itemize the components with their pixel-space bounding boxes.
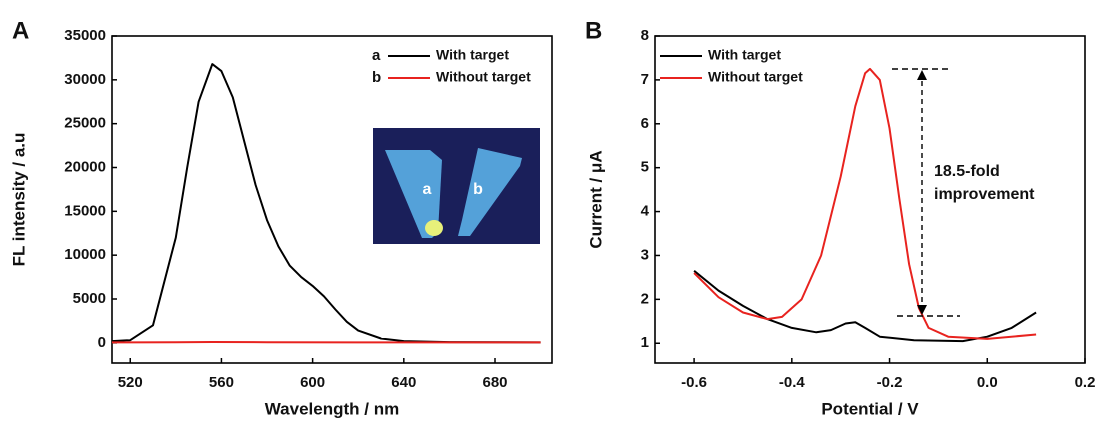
x-tick-label: -0.2 xyxy=(877,374,903,391)
x-tick-label: 520 xyxy=(118,374,143,391)
y-axis-label: FL intensity / a.u xyxy=(9,133,28,267)
panel-label: A xyxy=(12,17,29,44)
tube-tip xyxy=(425,220,443,236)
x-tick-label: -0.4 xyxy=(779,374,806,391)
y-tick-label: 0 xyxy=(98,334,106,351)
y-tick-label: 3 xyxy=(641,246,649,263)
legend-label: With target xyxy=(436,47,509,63)
x-tick-label: 680 xyxy=(482,374,507,391)
y-tick-label: 30000 xyxy=(64,71,106,88)
x-tick-label: 560 xyxy=(209,374,234,391)
data-line xyxy=(693,270,1037,343)
inset-label: b xyxy=(473,181,483,198)
legend-letter: b xyxy=(372,69,381,86)
y-axis-label: Current / μA xyxy=(586,150,605,248)
y-tick-label: 1 xyxy=(641,334,649,351)
x-tick-label: 600 xyxy=(300,374,325,391)
panel-label: B xyxy=(585,17,602,44)
y-tick-label: 25000 xyxy=(64,115,106,132)
legend-label: Without target xyxy=(708,69,803,85)
y-tick-label: 7 xyxy=(641,71,649,88)
x-tick-label: 0.0 xyxy=(977,374,998,391)
y-tick-label: 6 xyxy=(641,115,649,132)
annotation: 18.5-fold xyxy=(934,163,1000,180)
y-tick-label: 5 xyxy=(641,159,649,176)
data-line xyxy=(111,63,541,344)
plot-frame xyxy=(111,35,553,364)
legend-letter: a xyxy=(372,47,381,64)
plot-frame xyxy=(654,35,1086,364)
y-tick-label: 5000 xyxy=(73,290,106,307)
x-tick-label: -0.6 xyxy=(681,374,707,391)
y-tick-label: 15000 xyxy=(64,202,106,219)
legend-label: With target xyxy=(708,47,781,63)
legend-label: Without target xyxy=(436,69,531,85)
inset-label: a xyxy=(423,181,432,198)
y-tick-label: 4 xyxy=(641,203,650,220)
data-line xyxy=(693,67,1037,340)
y-tick-label: 8 xyxy=(641,27,649,44)
y-tick-label: 35000 xyxy=(64,27,106,44)
x-tick-label: 0.2 xyxy=(1075,374,1096,391)
inset-photo xyxy=(373,128,540,244)
arrow-head xyxy=(917,70,927,80)
arrow-head xyxy=(917,305,927,315)
annotation: improvement xyxy=(934,186,1035,203)
y-tick-label: 10000 xyxy=(64,246,106,263)
x-tick-label: 640 xyxy=(391,374,416,391)
x-axis-label: Potential / V xyxy=(821,399,919,418)
x-axis-label: Wavelength / nm xyxy=(265,399,399,418)
y-tick-label: 20000 xyxy=(64,158,106,175)
tube xyxy=(385,150,442,238)
tube xyxy=(458,148,522,236)
y-tick-label: 2 xyxy=(641,290,649,307)
